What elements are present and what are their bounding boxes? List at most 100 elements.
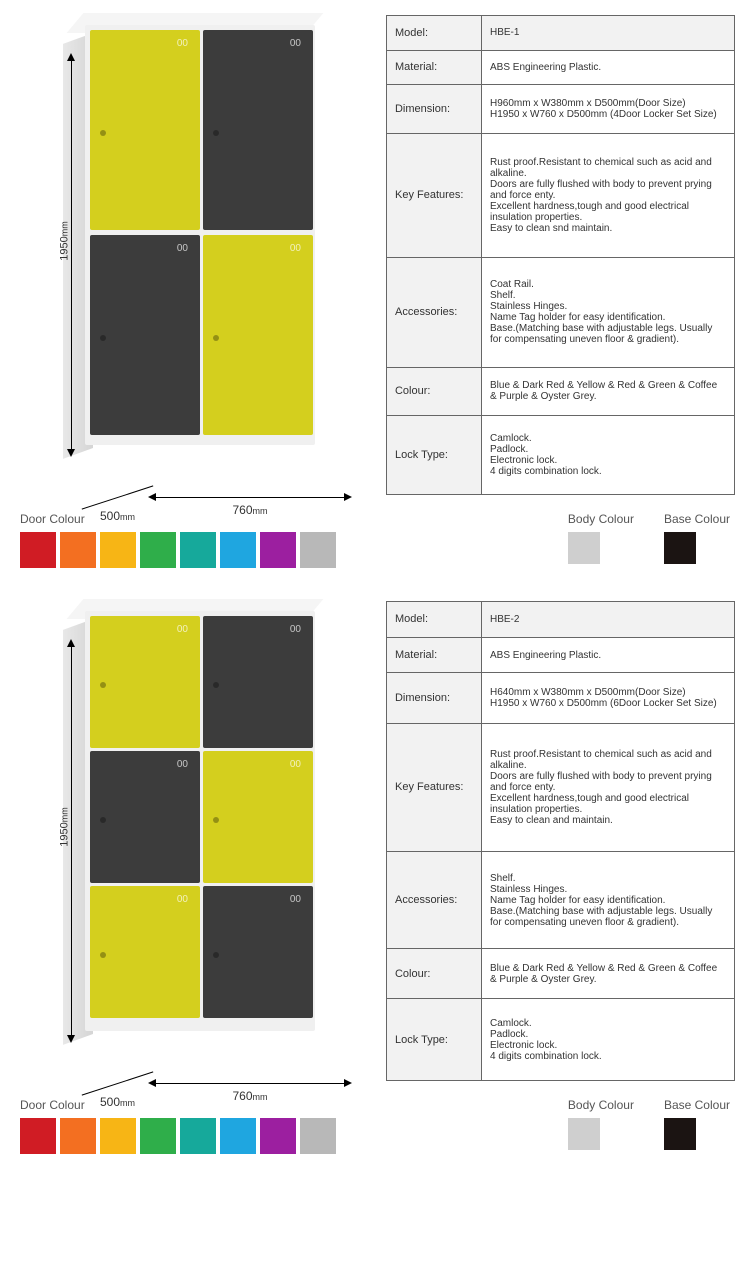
colour-swatch (20, 532, 56, 568)
locker-door: 00 (203, 751, 313, 883)
base-colour-group: Base Colour (664, 512, 730, 564)
colour-swatch (568, 532, 600, 564)
lock-icon (100, 130, 106, 136)
door-number: 00 (290, 894, 301, 905)
door-number: 00 (290, 624, 301, 635)
base-colour-group: Base Colour (664, 1098, 730, 1150)
colour-swatch (20, 1118, 56, 1154)
lock-icon (100, 817, 106, 823)
spec-value: ABS Engineering Plastic. (481, 50, 734, 85)
spec-value: Shelf.Stainless Hinges.Name Tag holder f… (481, 852, 734, 949)
base-colour-label: Base Colour (664, 1098, 730, 1112)
table-row: Colour:Blue & Dark Red & Yellow & Red & … (386, 949, 734, 999)
door-number: 00 (290, 243, 301, 254)
dimension-depth: 500mm (80, 489, 155, 503)
locker-door: 00 (90, 30, 200, 230)
spec-label: Key Features: (386, 133, 481, 258)
door-number: 00 (177, 624, 188, 635)
table-row: Accessories:Coat Rail.Shelf.Stainless Hi… (386, 258, 734, 367)
colour-swatch (180, 532, 216, 568)
lock-icon (100, 952, 106, 958)
door-number: 00 (177, 243, 188, 254)
colour-swatch (60, 532, 96, 568)
table-row: Accessories:Shelf.Stainless Hinges.Name … (386, 852, 734, 949)
colour-swatch (664, 1118, 696, 1150)
body-colour-group: Body Colour (568, 512, 634, 564)
product-block: 0000000000001950mm760mm500mmModel:HBE-2M… (0, 586, 750, 1086)
door-number: 00 (177, 38, 188, 49)
door-swatches (20, 532, 336, 568)
spec-label: Model: (386, 16, 481, 51)
dimension-height: 1950mm (53, 55, 93, 455)
dimension-height: 1950mm (53, 641, 93, 1041)
table-row: Dimension:H640mm x W380mm x D500mm(Door … (386, 673, 734, 723)
lock-icon (100, 335, 106, 341)
spec-value: HBE-1 (481, 16, 734, 51)
image-column: 0000000000001950mm760mm500mm (15, 601, 374, 1081)
spec-label: Material: (386, 50, 481, 85)
body-colour-label: Body Colour (568, 512, 634, 526)
spec-label: Model: (386, 602, 481, 638)
locker-render: 0000000000001950mm760mm500mm (55, 601, 365, 1081)
body-base-group: Body Colour Base Colour (568, 1098, 730, 1150)
spec-label: Accessories: (386, 258, 481, 367)
table-row: Key Features:Rust proof.Resistant to che… (386, 133, 734, 258)
spec-table: Model:HBE-2Material:ABS Engineering Plas… (386, 601, 735, 1081)
dimension-depth: 500mm (80, 1075, 155, 1089)
locker-door: 00 (203, 616, 313, 748)
colour-swatch (140, 532, 176, 568)
colour-swatch (60, 1118, 96, 1154)
locker-door: 00 (203, 30, 313, 230)
lock-icon (213, 682, 219, 688)
image-column: 000000001950mm760mm500mm (15, 15, 374, 495)
colour-swatch (180, 1118, 216, 1154)
table-row: Model:HBE-2 (386, 602, 734, 638)
colour-swatch (100, 1118, 136, 1154)
table-row: Colour:Blue & Dark Red & Yellow & Red & … (386, 367, 734, 415)
spec-value: Blue & Dark Red & Yellow & Red & Green &… (481, 367, 734, 415)
table-row: Material:ABS Engineering Plastic. (386, 50, 734, 85)
lock-icon (213, 952, 219, 958)
colour-swatch (260, 1118, 296, 1154)
table-row: Key Features:Rust proof.Resistant to che… (386, 723, 734, 852)
spec-label: Material: (386, 637, 481, 673)
spec-label: Lock Type: (386, 416, 481, 495)
colour-swatch (568, 1118, 600, 1150)
spec-value: Rust proof.Resistant to chemical such as… (481, 133, 734, 258)
locker-door: 00 (90, 616, 200, 748)
spec-value: H960mm x W380mm x D500mm(Door Size)H1950… (481, 85, 734, 133)
lock-icon (213, 817, 219, 823)
table-row: Lock Type:Camlock.Padlock.Electronic loc… (386, 416, 734, 495)
locker-door: 00 (90, 751, 200, 883)
spec-value: ABS Engineering Plastic. (481, 637, 734, 673)
door-number: 00 (177, 759, 188, 770)
table-row: Dimension:H960mm x W380mm x D500mm(Door … (386, 85, 734, 133)
door-colour-group: Door Colour (20, 1098, 336, 1154)
spec-value: Camlock.Padlock.Electronic lock.4 digits… (481, 999, 734, 1081)
body-colour-label: Body Colour (568, 1098, 634, 1112)
body-base-group: Body Colour Base Colour (568, 512, 730, 564)
lock-icon (213, 335, 219, 341)
lock-icon (213, 130, 219, 136)
spec-label: Lock Type: (386, 999, 481, 1081)
body-colour-group: Body Colour (568, 1098, 634, 1150)
dimension-width: 760mm (150, 1075, 350, 1089)
door-number: 00 (290, 38, 301, 49)
locker-door: 00 (90, 235, 200, 435)
spec-table: Model:HBE-1Material:ABS Engineering Plas… (386, 15, 735, 495)
colour-swatch (220, 532, 256, 568)
spec-value: Coat Rail.Shelf.Stainless Hinges.Name Ta… (481, 258, 734, 367)
dimension-width: 760mm (150, 489, 350, 503)
product-block: 00 00 00 00 1950mm 760mm500mm Model:HBE-1Mater… (0, 0, 750, 500)
locker-door: 00 (90, 886, 200, 1018)
lock-icon (100, 682, 106, 688)
colour-swatch (220, 1118, 256, 1154)
spec-value: Camlock.Padlock.Electronic lock.4 digits… (481, 416, 734, 495)
locker-door: 00 (203, 886, 313, 1018)
spec-value: Rust proof.Resistant to chemical such as… (481, 723, 734, 852)
base-colour-label: Base Colour (664, 512, 730, 526)
door-swatches (20, 1118, 336, 1154)
spec-value: HBE-2 (481, 602, 734, 638)
table-row: Model:HBE-1 (386, 16, 734, 51)
spec-label: Colour: (386, 949, 481, 999)
